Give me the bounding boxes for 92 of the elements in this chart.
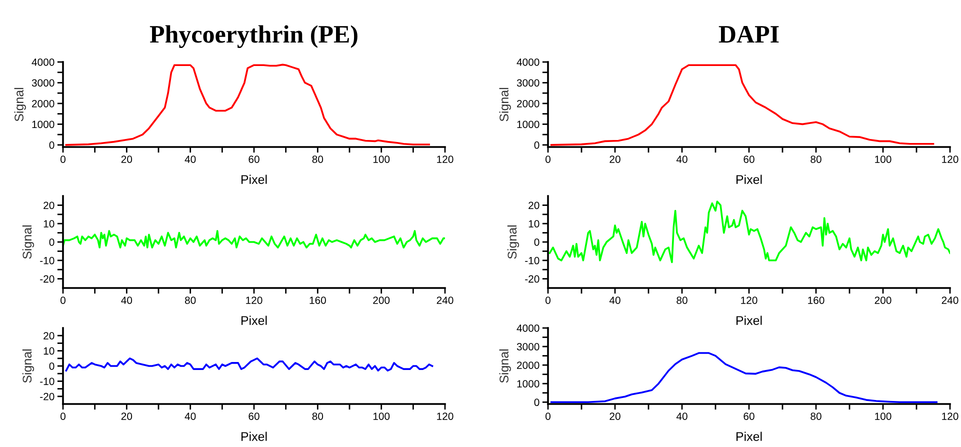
x-tick-label: 40	[184, 156, 196, 163]
y-tick-label: 4000	[516, 324, 540, 332]
y-tick-label: 2000	[517, 362, 540, 369]
line-series	[548, 200, 950, 264]
x-tick-label: 160	[310, 296, 326, 304]
y-axis-title: Signal	[499, 349, 511, 383]
x-tick-label: 200	[373, 296, 390, 304]
x-axis-title: Pixel	[241, 432, 267, 441]
x-tick-label: 20	[121, 412, 132, 420]
y-tick-label: 4000	[516, 58, 540, 66]
y-tick-label: -10	[40, 256, 54, 264]
y-tick-label: 2000	[517, 100, 540, 108]
x-tick-label: 120	[437, 156, 454, 163]
x-tick-label: 0	[546, 156, 550, 163]
x-tick-label: 20	[610, 412, 620, 420]
y-tick-label: 1000	[517, 120, 540, 128]
x-tick-label: 0	[60, 296, 66, 304]
x-tick-label: 160	[808, 296, 824, 304]
x-tick-label: 40	[676, 412, 688, 420]
y-tick-label: 0	[49, 362, 54, 370]
x-tick-label: 100	[875, 156, 892, 163]
x-tick-label: 60	[248, 412, 260, 420]
x-axis-title: Pixel	[736, 432, 762, 441]
y-tick-label: 3000	[516, 79, 540, 87]
y-tick-label: 0	[534, 141, 540, 149]
x-axis-title: Pixel	[736, 174, 762, 184]
x-tick-label: 100	[875, 412, 892, 420]
y-tick-label: 3000	[516, 343, 540, 350]
x-tick-label: 0	[546, 296, 550, 304]
y-tick-label: 4000	[32, 58, 54, 66]
x-tick-label: 120	[942, 412, 958, 420]
y-tick-label: 1000	[32, 120, 54, 128]
x-tick-label: 100	[373, 156, 390, 163]
x-tick-label: 0	[546, 412, 550, 420]
y-axis-title: Signal	[499, 88, 511, 122]
y-axis-title: Signal	[507, 225, 520, 259]
y-tick-label: 10	[528, 220, 540, 228]
x-tick-label: 80	[810, 412, 822, 420]
chart-title: DAPI	[718, 26, 779, 43]
x-tick-label: 120	[741, 296, 758, 304]
x-tick-label: 80	[312, 412, 324, 420]
y-tick-label: 0	[534, 238, 540, 246]
y-tick-label: -20	[525, 275, 540, 283]
x-tick-label: 80	[810, 156, 822, 163]
x-tick-label: 240	[436, 296, 454, 304]
y-tick-label: 10	[44, 347, 54, 355]
x-tick-label: 0	[60, 156, 66, 163]
x-tick-label: 80	[312, 156, 324, 163]
x-tick-label: 120	[437, 412, 454, 420]
x-tick-label: 0	[60, 412, 66, 420]
line-series	[550, 64, 934, 146]
line-series	[65, 357, 434, 372]
line-series	[63, 230, 445, 248]
y-tick-label: 20	[44, 332, 54, 340]
x-tick-label: 20	[610, 156, 620, 163]
x-tick-label: 40	[609, 296, 620, 304]
line-series	[65, 64, 430, 146]
x-axis-title: Pixel	[241, 316, 267, 325]
y-tick-label: 0	[49, 238, 54, 246]
y-tick-label: 10	[44, 220, 54, 228]
chart-title: Phycoerythrin (PE)	[150, 25, 358, 48]
x-tick-label: 40	[184, 412, 196, 420]
x-tick-label: 60	[248, 156, 260, 163]
x-tick-label: 240	[942, 296, 958, 304]
y-tick-label: 0	[49, 141, 54, 149]
x-tick-label: 60	[744, 156, 754, 163]
y-tick-label: 0	[534, 398, 540, 406]
x-tick-label: 120	[942, 156, 958, 163]
x-tick-label: 200	[874, 296, 892, 304]
y-tick-label: 2000	[32, 100, 54, 108]
y-axis-title: Signal	[22, 225, 34, 259]
y-tick-label: -20	[40, 275, 54, 283]
y-tick-label: 1000	[517, 380, 540, 388]
x-tick-label: 40	[676, 156, 688, 163]
y-tick-label: -20	[40, 392, 54, 400]
x-tick-label: 80	[184, 296, 196, 304]
y-tick-label: 20	[528, 202, 540, 210]
y-tick-label: 20	[44, 202, 54, 210]
y-axis-title: Signal	[22, 349, 34, 383]
x-tick-label: 100	[373, 412, 390, 420]
x-tick-label: 120	[246, 296, 262, 304]
x-tick-label: 20	[121, 156, 132, 163]
y-axis-title: Signal	[14, 88, 26, 122]
line-series	[550, 352, 938, 404]
y-tick-label: -10	[525, 256, 540, 264]
y-tick-label: 3000	[32, 79, 54, 87]
x-tick-label: 60	[744, 412, 754, 420]
y-tick-label: -10	[40, 378, 54, 386]
x-tick-label: 40	[121, 296, 132, 304]
x-tick-label: 80	[676, 296, 688, 304]
x-axis-title: Pixel	[241, 174, 267, 184]
x-axis-title: Pixel	[736, 316, 762, 325]
